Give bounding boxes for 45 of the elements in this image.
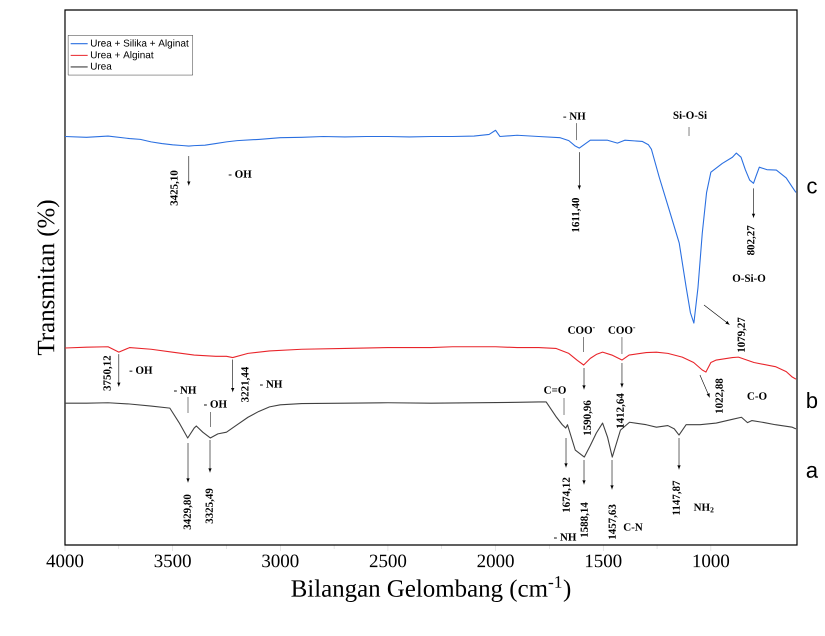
x-tick-label: 1000 <box>694 554 730 568</box>
annotation: COO$^{-}$ <box>608 326 636 334</box>
annotation: - NH <box>563 112 586 120</box>
annotation: - OH <box>228 170 252 178</box>
x-tick-label: 3000 <box>262 554 298 568</box>
annotation: - OH <box>130 366 152 374</box>
x-tick-label: 2500 <box>370 554 406 568</box>
annotation: 3221,44 <box>241 366 250 402</box>
x-tick-label: 1500 <box>586 554 622 568</box>
annotation: 802,27 <box>747 226 756 256</box>
annotation: - NH <box>260 380 282 388</box>
annotation: 3429,80 <box>184 494 192 530</box>
legend-label: Urea + Silika + Alginat <box>90 39 189 49</box>
annotation: 1457,63 <box>608 504 618 539</box>
annotation: NH$_{2}$ <box>694 504 714 512</box>
annotation: 1147,87 <box>672 480 682 515</box>
text: Si-O-Si <box>674 111 707 119</box>
y-axis-title: Transmitan (%) <box>36 200 60 356</box>
annotation: 1588,14 <box>580 502 590 537</box>
x-tick-label: 3500 <box>154 554 191 568</box>
annotation: 3425,10 <box>170 170 180 206</box>
annotation: - NH <box>554 533 576 541</box>
annotation: C-N <box>624 523 643 531</box>
annotation: 1022,88 <box>715 378 724 413</box>
annotation: b <box>807 392 818 408</box>
annotation: C=O <box>544 386 566 394</box>
annotation: 1611,40 <box>572 198 581 232</box>
annotation: c <box>807 181 817 194</box>
annotation: 3750,12 <box>103 356 112 391</box>
legend-label: Urea <box>90 62 112 70</box>
annotation: 1412,64 <box>616 393 626 428</box>
legend-label: Urea + Alginat <box>90 51 154 60</box>
annotation: - NH <box>174 386 196 394</box>
annotation: 1590,96 <box>584 400 593 435</box>
annotation: 3325,49 <box>206 488 214 524</box>
annotation: 1674,12 <box>562 478 572 512</box>
annotation: COO$^{-}$ <box>568 326 595 334</box>
annotation: O-Si-O <box>732 274 766 282</box>
annotation: 1079,27 <box>738 317 747 352</box>
annotation: C-O <box>747 392 767 400</box>
x-axis-title: Bilangan Gelombang (cm$^{-1}$) <box>291 576 570 602</box>
x-tick-label: 2000 <box>477 554 514 568</box>
x-tick-label: 4000 <box>46 554 84 568</box>
annotation: - OH <box>204 400 227 408</box>
annotation: a <box>806 466 818 478</box>
